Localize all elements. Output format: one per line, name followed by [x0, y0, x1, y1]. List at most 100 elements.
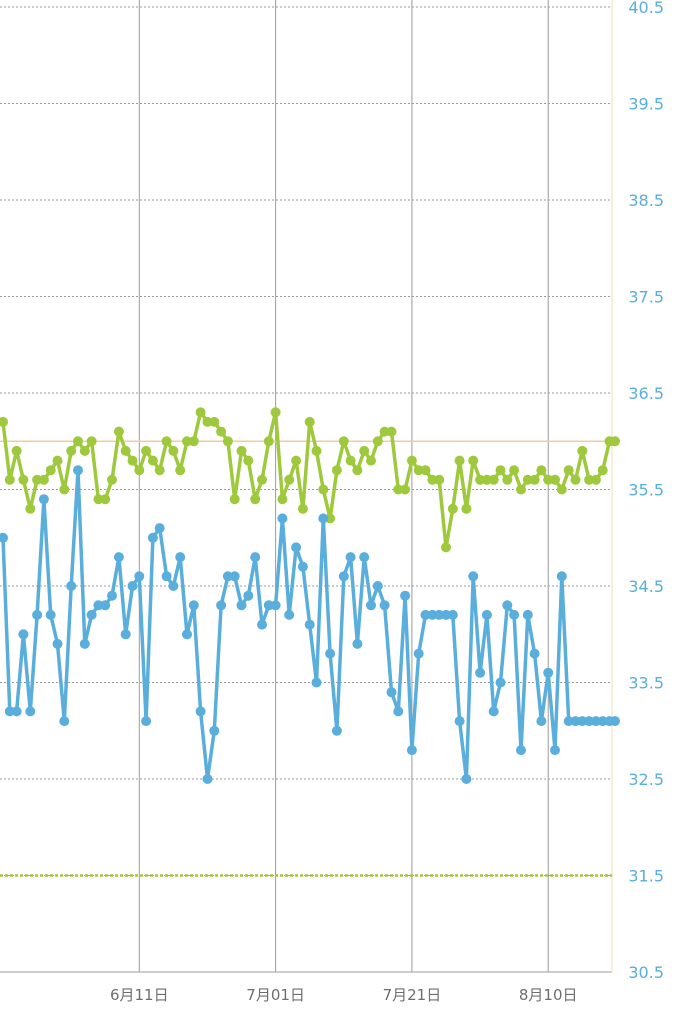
series-point-1 — [4, 474, 15, 485]
series-point-2 — [154, 523, 165, 534]
series-point-2 — [284, 609, 295, 620]
series-point-2 — [107, 590, 117, 601]
series-point-1 — [243, 455, 254, 466]
series-point-2 — [318, 513, 329, 524]
y-tick-label: 38.5 — [628, 191, 664, 210]
series-point-2 — [45, 609, 56, 620]
series-point-2 — [202, 774, 213, 784]
series-point-2 — [86, 609, 97, 620]
series-point-1 — [175, 465, 186, 476]
y-tick-label: 37.5 — [628, 288, 664, 307]
x-tick-label: 6月11日 — [110, 986, 169, 1004]
series-point-1 — [509, 465, 520, 476]
series-point-1 — [590, 474, 601, 485]
series-point-1 — [502, 474, 513, 485]
series-point-1 — [134, 465, 145, 476]
series-point-2 — [529, 648, 540, 659]
series-point-2 — [372, 581, 383, 591]
y-tick-label: 39.5 — [628, 95, 664, 114]
series-point-1 — [195, 407, 206, 418]
series-point-1 — [229, 494, 240, 505]
series-point-1 — [359, 445, 370, 456]
series-point-2 — [79, 638, 90, 649]
series-point-2 — [216, 600, 227, 611]
series-point-1 — [188, 436, 199, 447]
series-point-1 — [107, 474, 117, 485]
series-point-2 — [379, 600, 390, 611]
series-point-2 — [481, 609, 492, 620]
y-tick-label: 34.5 — [628, 577, 664, 596]
series-point-2 — [386, 687, 397, 698]
series-point-2 — [338, 571, 349, 582]
series-point-1 — [400, 484, 411, 495]
series-point-1 — [38, 474, 49, 485]
series-point-2 — [270, 600, 281, 611]
series-point-1 — [147, 455, 158, 466]
series-layer — [0, 407, 620, 784]
series-point-1 — [263, 436, 274, 447]
series-point-2 — [38, 494, 49, 505]
series-point-2 — [454, 716, 465, 727]
series-point-1 — [556, 484, 567, 495]
series-point-1 — [577, 445, 588, 456]
series-point-1 — [536, 465, 547, 476]
series-point-1 — [338, 436, 349, 447]
series-point-2 — [127, 581, 138, 591]
series-point-2 — [0, 532, 8, 543]
series-point-1 — [45, 465, 56, 476]
series-point-2 — [406, 745, 417, 756]
series-point-1 — [406, 455, 417, 466]
series-point-1 — [25, 503, 36, 514]
series-point-1 — [168, 445, 179, 456]
series-point-2 — [277, 513, 288, 524]
series-point-1 — [66, 445, 77, 456]
series-point-2 — [393, 706, 404, 717]
series-point-1 — [516, 484, 526, 495]
x-axis: 6月11日 7月01日 7月21日 8月10日 — [110, 986, 578, 1004]
series-point-2 — [413, 648, 424, 659]
series-point-1 — [610, 436, 620, 447]
series-point-1 — [454, 455, 465, 466]
series-point-2 — [161, 571, 172, 582]
series-point-2 — [447, 609, 458, 620]
series-point-1 — [236, 445, 247, 456]
series-point-2 — [73, 465, 83, 476]
series-point-2 — [311, 677, 322, 688]
series-point-1 — [304, 416, 315, 427]
series-point-2 — [209, 725, 220, 736]
reference-lines — [0, 440, 612, 877]
x-tick-label: 7月01日 — [246, 986, 305, 1004]
series-point-1 — [495, 465, 506, 476]
series-point-1 — [366, 455, 376, 466]
series-point-1 — [597, 465, 608, 476]
series-point-1 — [441, 542, 451, 553]
x-tick-label: 7月21日 — [383, 986, 442, 1004]
series-point-2 — [18, 629, 29, 640]
series-point-1 — [0, 416, 8, 427]
series-point-1 — [216, 426, 227, 437]
series-point-1 — [311, 445, 322, 456]
series-point-2 — [420, 609, 431, 620]
series-point-1 — [154, 465, 165, 476]
series-point-2 — [182, 629, 192, 640]
series-point-1 — [372, 436, 383, 447]
y-tick-label: 31.5 — [628, 867, 664, 886]
series-point-1 — [331, 465, 342, 476]
series-point-2 — [250, 552, 261, 563]
y-axis: 30.5 31.5 32.5 33.5 34.5 35.5 36.5 37.5 38.5 39.5… — [628, 0, 664, 982]
series-point-1 — [461, 503, 472, 514]
series-point-2 — [495, 677, 506, 688]
series-point-1 — [297, 503, 308, 514]
series-point-1 — [209, 416, 220, 427]
series-point-2 — [331, 725, 342, 736]
series-point-2 — [147, 532, 158, 543]
series-point-1 — [434, 474, 445, 485]
series-point-1 — [345, 455, 356, 466]
series-point-2 — [113, 552, 124, 563]
series-point-1 — [86, 436, 97, 447]
series-point-2 — [556, 571, 567, 582]
series-point-2 — [243, 590, 254, 601]
series-point-2 — [359, 552, 370, 563]
series-point-2 — [141, 716, 152, 727]
series-point-2 — [352, 638, 363, 649]
